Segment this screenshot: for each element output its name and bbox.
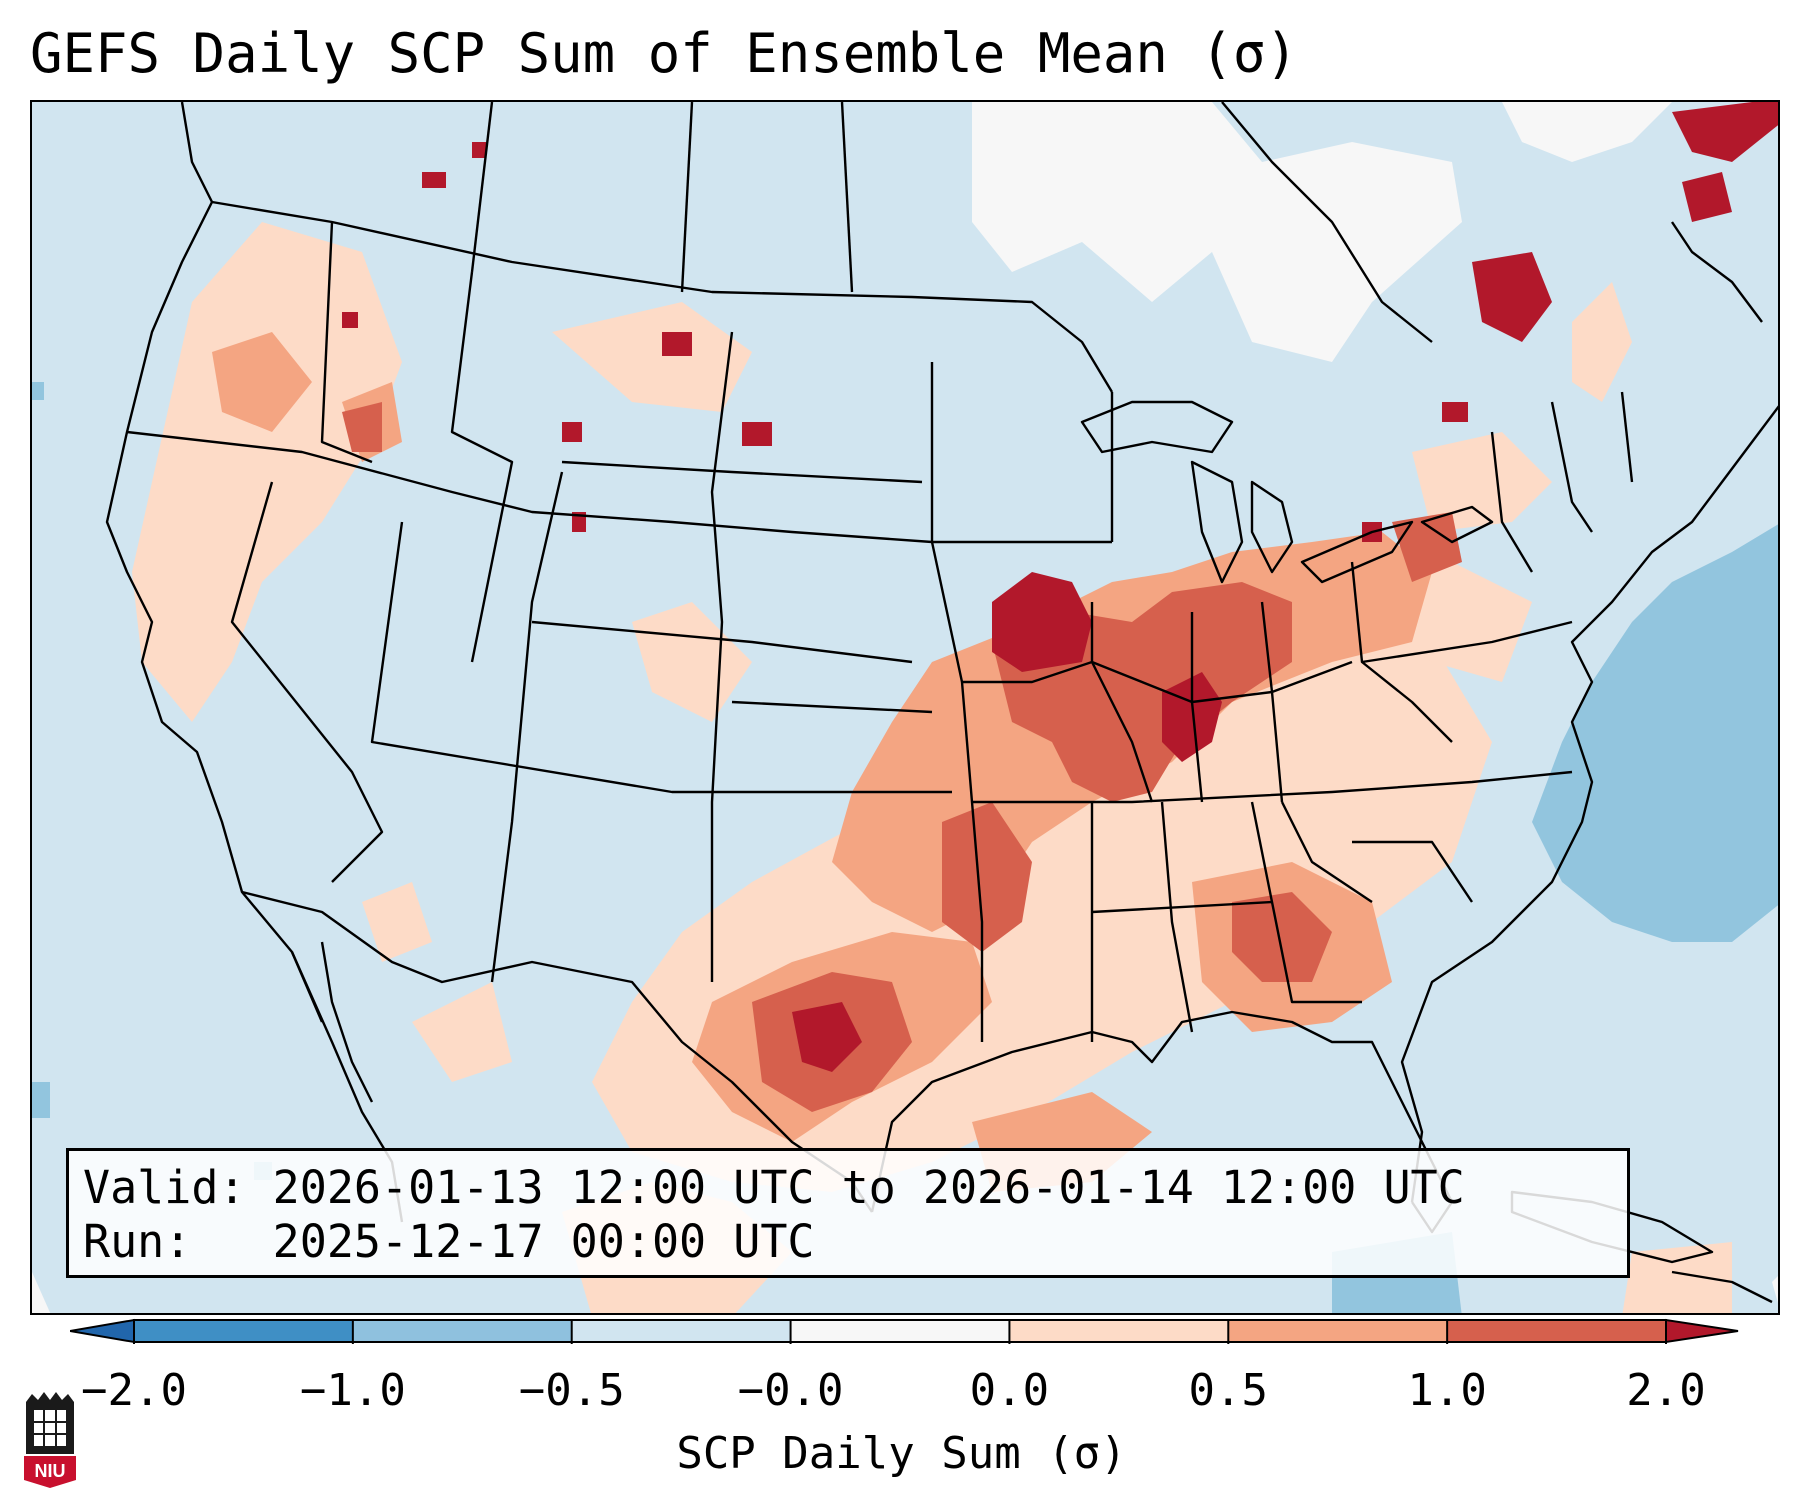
colorbar-bin	[571, 1320, 792, 1342]
run-label: Run:	[83, 1215, 192, 1268]
colorbar-frame	[133, 1319, 1667, 1343]
colorbar-label: SCP Daily Sum (σ)	[676, 1428, 1127, 1479]
colorbar-bin	[1447, 1320, 1667, 1342]
colorbar-extend-low	[70, 1318, 135, 1344]
colorbar-bin	[134, 1320, 354, 1342]
run-line: Run: 2025-12-17 00:00 UTC	[83, 1215, 1613, 1269]
colorbar-bins	[70, 1318, 1739, 1344]
colorbar-tick-label: −2.0	[81, 1365, 187, 1416]
colorbar-tick-label: 1.0	[1407, 1365, 1487, 1416]
logo-text: NIU	[35, 1461, 66, 1481]
valid-line: Valid: 2026-01-13 12:00 UTC to 2026-01-1…	[83, 1161, 1613, 1215]
map-svg	[32, 102, 1778, 1313]
colorbar-tick-label: 0.5	[1188, 1365, 1269, 1416]
colorbar-tick-label: −1.0	[299, 1365, 406, 1416]
positive-max-field	[342, 102, 1778, 1072]
info-box: Valid: 2026-01-13 12:00 UTC to 2026-01-1…	[66, 1148, 1630, 1278]
colorbar-bin	[1228, 1320, 1448, 1342]
valid-label: Valid:	[83, 1161, 246, 1214]
colorbar-tick-label: −0.0	[737, 1365, 844, 1416]
valid-value: 2026-01-13 12:00 UTC to 2026-01-14 12:00…	[272, 1161, 1465, 1214]
colorbar-bin	[352, 1320, 573, 1342]
run-value: 2025-12-17 00:00 UTC	[272, 1215, 815, 1268]
colorbar-tick-label: −0.5	[518, 1365, 625, 1416]
niu-logo: NIU	[24, 1392, 76, 1488]
chart-title: GEFS Daily SCP Sum of Ensemble Mean (σ)	[30, 22, 1298, 85]
colorbar-tick-label: 2.0	[1626, 1365, 1706, 1416]
colorbar	[70, 1318, 1739, 1344]
colorbar-extend-high	[1665, 1318, 1739, 1344]
colorbar-tick-label: 0.0	[969, 1365, 1050, 1416]
map-panel[interactable]	[30, 100, 1780, 1315]
colorbar-bin	[1009, 1320, 1229, 1342]
colorbar-bin	[790, 1320, 1010, 1342]
